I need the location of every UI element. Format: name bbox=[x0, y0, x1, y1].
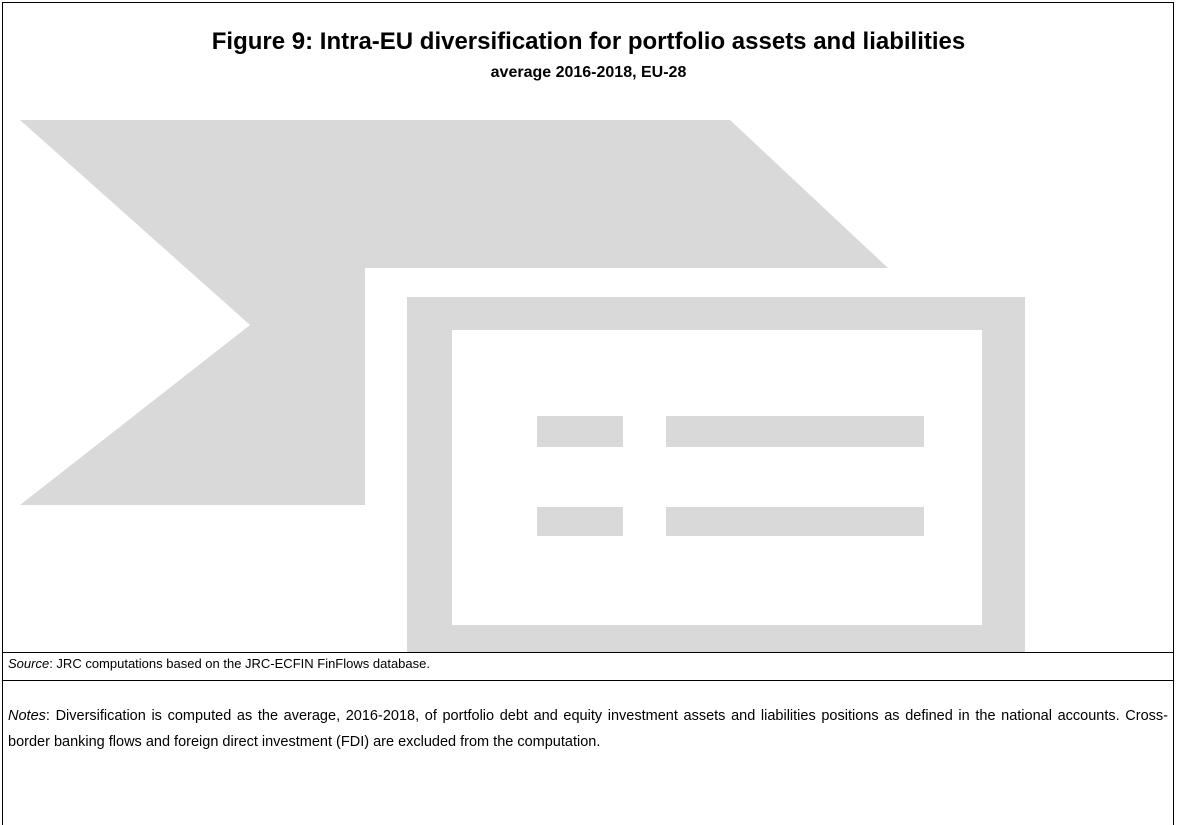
placeholder-inner bbox=[452, 330, 982, 625]
source-text: : JRC computations based on the JRC-ECFI… bbox=[49, 656, 430, 671]
figure-subtitle: average 2016-2018, EU-28 bbox=[490, 64, 687, 81]
divider bbox=[2, 680, 1174, 681]
notes-text: : Diversification is computed as the ave… bbox=[8, 708, 1168, 750]
placeholder-bar bbox=[666, 416, 924, 447]
placeholder-arrow bbox=[20, 120, 888, 505]
image-placeholder bbox=[20, 120, 1025, 652]
placeholder-bar bbox=[537, 416, 623, 447]
figure-title: Figure 9: Intra-EU diversification for p… bbox=[211, 28, 966, 55]
source-note: Source: JRC computations based on the JR… bbox=[8, 656, 430, 671]
placeholder-bar bbox=[666, 507, 924, 536]
notes-label: Notes bbox=[8, 708, 46, 724]
notes: Notes: Diversification is computed as th… bbox=[8, 703, 1168, 755]
divider bbox=[2, 652, 1174, 653]
source-label: Source bbox=[8, 656, 50, 671]
placeholder-bar bbox=[537, 507, 623, 536]
